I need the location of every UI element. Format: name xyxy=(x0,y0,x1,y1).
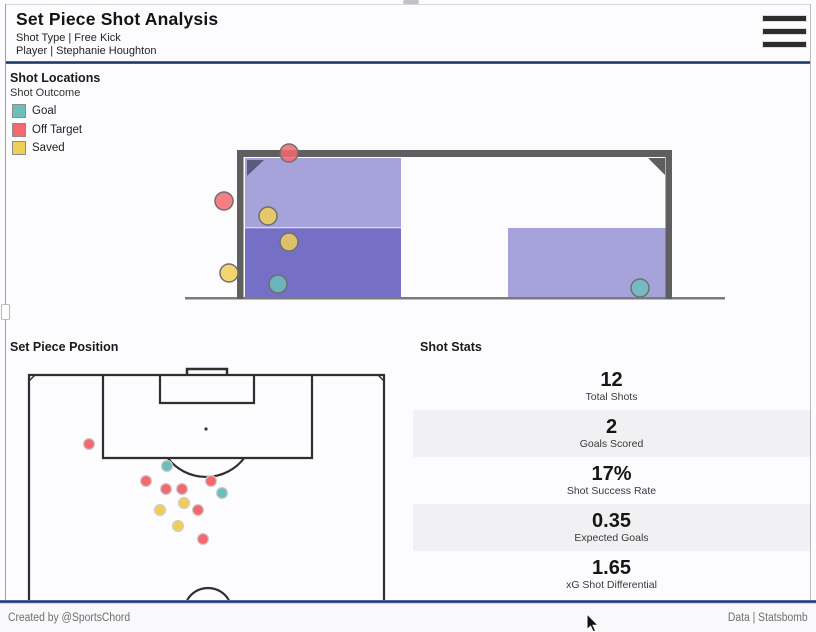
pitch-lines xyxy=(27,367,386,600)
shot-dot-off-target[interactable] xyxy=(214,191,234,211)
shot-dot-off-target[interactable] xyxy=(279,143,299,163)
shot-dot-goal[interactable] xyxy=(215,486,229,500)
shot-stats-title: Shot Stats xyxy=(420,340,482,354)
player-filter-label: Player | Stephanie Houghton xyxy=(16,45,157,57)
footer-credit: Created by @SportsChord xyxy=(8,612,131,624)
footer-data-source: Data | Statsbomb xyxy=(728,612,808,624)
stat-row-goals-scored: 2 Goals Scored xyxy=(413,410,810,457)
stat-value: 1.65 xyxy=(592,557,631,579)
stat-label: Shot Success Rate xyxy=(566,485,657,497)
goal-mouth-chart xyxy=(185,143,725,300)
shot-dot-goal[interactable] xyxy=(630,278,650,298)
penalty-spot xyxy=(204,427,208,431)
hamburger-bar xyxy=(763,16,806,21)
legend-swatch-saved xyxy=(12,141,26,156)
net-corner-left xyxy=(247,160,264,176)
shot-dot-off-target[interactable] xyxy=(175,482,189,496)
net-corner-right xyxy=(648,158,665,175)
stat-row-expected-goals: 0.35 Expected Goals xyxy=(413,504,810,551)
ground-line xyxy=(185,297,725,300)
page-title: Set Piece Shot Analysis xyxy=(16,9,219,29)
header: Set Piece Shot Analysis Shot Type | Free… xyxy=(6,4,810,62)
scrollbar-thumb-top[interactable] xyxy=(403,0,419,4)
legend-label: Saved xyxy=(32,142,65,155)
shot-type-filter-label: Shot Type | Free Kick xyxy=(16,32,121,44)
shot-stats-list: 12 Total Shots 2 Goals Scored 17% Shot Succes… xyxy=(413,363,810,598)
shot-dot-saved[interactable] xyxy=(279,232,299,252)
zone-divider xyxy=(245,227,401,229)
hamburger-bar xyxy=(763,42,806,47)
stat-label: xG Shot Differential xyxy=(566,579,657,591)
shot-dot-saved[interactable] xyxy=(153,503,167,517)
legend-item-off-target[interactable]: Off Target xyxy=(12,121,82,140)
legend-item-saved[interactable]: Saved xyxy=(12,139,82,158)
left-border xyxy=(5,4,6,603)
shot-dot-goal[interactable] xyxy=(268,274,288,294)
header-divider xyxy=(6,61,810,64)
shot-dot-goal[interactable] xyxy=(160,459,174,473)
stat-value: 2 xyxy=(605,416,618,438)
shot-locations-title: Shot Locations xyxy=(10,71,101,85)
shot-dot-saved[interactable] xyxy=(219,263,239,283)
goal-right-post xyxy=(665,150,672,299)
shot-dot-off-target[interactable] xyxy=(196,532,210,546)
shot-dot-saved[interactable] xyxy=(258,206,278,226)
goal-crossbar xyxy=(237,150,672,157)
stat-value: 0.35 xyxy=(592,510,631,532)
stat-label: Expected Goals xyxy=(574,532,649,544)
legend-swatch-off-target xyxy=(12,122,26,137)
stat-label: Total Shots xyxy=(585,391,638,403)
heat-zone xyxy=(245,228,401,297)
legend-label: Off Target xyxy=(32,123,83,136)
stat-row-xg-shot-differential: 1.65 xG Shot Differential xyxy=(413,551,810,598)
legend-swatch-goal xyxy=(12,104,26,119)
stat-value: 12 xyxy=(600,369,623,391)
shot-dot-off-target[interactable] xyxy=(159,482,173,496)
top-border xyxy=(5,4,811,5)
hamburger-bar xyxy=(763,29,806,34)
goal-left-post xyxy=(237,150,244,299)
shot-outcome-legend: Goal Off Target Saved xyxy=(12,102,82,158)
shot-dot-off-target[interactable] xyxy=(204,474,218,488)
right-border xyxy=(810,4,811,603)
footer: Created by @SportsChord Data | Statsbomb xyxy=(0,603,816,632)
pitch-map-chart xyxy=(27,367,386,600)
legend-title: Shot Outcome xyxy=(10,87,81,99)
set-piece-position-title: Set Piece Position xyxy=(10,340,119,354)
stat-row-shot-success-rate: 17% Shot Success Rate xyxy=(413,457,810,504)
shot-dot-off-target[interactable] xyxy=(82,437,96,451)
shot-dot-off-target[interactable] xyxy=(191,503,205,517)
scrollbar-thumb-left[interactable] xyxy=(1,304,10,320)
legend-label: Goal xyxy=(32,105,57,118)
shot-dot-off-target[interactable] xyxy=(139,474,153,488)
shot-dot-saved[interactable] xyxy=(171,519,185,533)
shot-dot-saved[interactable] xyxy=(177,496,191,510)
stat-label: Goals Scored xyxy=(579,438,644,450)
stat-row-total-shots: 12 Total Shots xyxy=(413,363,810,410)
footer-divider xyxy=(0,600,816,603)
stat-value: 17% xyxy=(591,463,632,485)
legend-item-goal[interactable]: Goal xyxy=(12,102,82,121)
hamburger-menu-icon[interactable] xyxy=(757,12,812,54)
